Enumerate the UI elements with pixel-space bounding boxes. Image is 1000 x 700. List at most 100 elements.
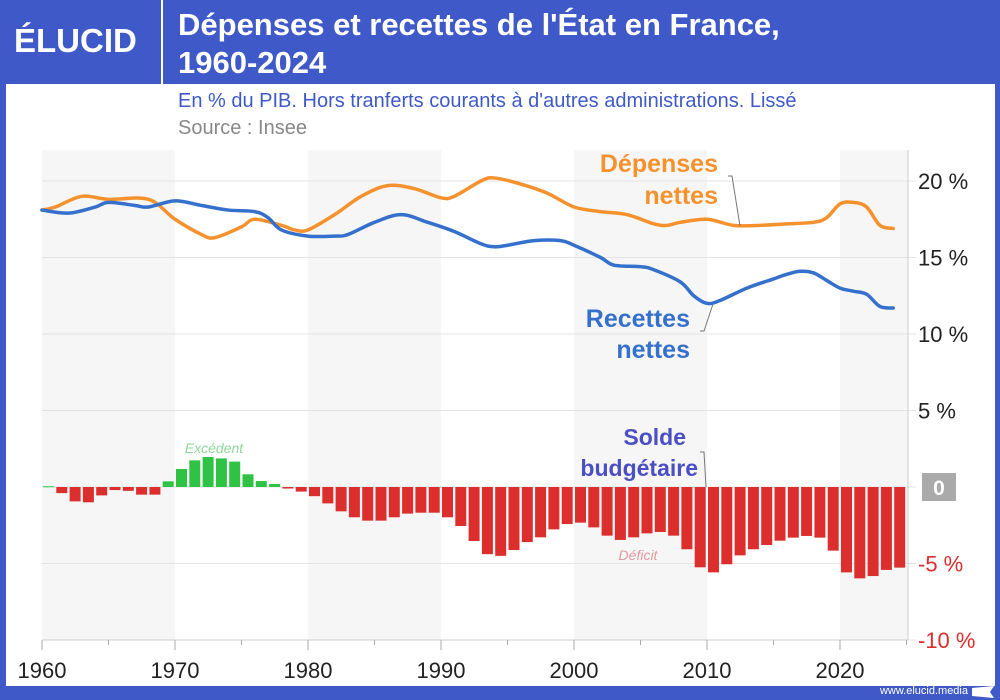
zero-label-box: [922, 473, 956, 501]
x-tick-label: 1980: [284, 658, 333, 683]
recettes-leader: [700, 303, 714, 332]
elucid-flag-icon: [972, 686, 994, 698]
solde-bar-2003: [614, 487, 626, 540]
solde-bar-1980: [309, 487, 320, 497]
solde-bar-1966: [122, 487, 134, 491]
solde-bar-2017: [801, 487, 813, 536]
solde-bar-1960: [43, 486, 54, 488]
x-tick-label: 1960: [18, 658, 67, 683]
y-tick-label: 20 %: [918, 169, 968, 194]
solde-bar-1985: [375, 487, 387, 521]
elucid-logo: ÉLUCID: [14, 22, 137, 59]
solde-bar-1983: [348, 487, 360, 518]
excedent-annotation: Excédent: [185, 440, 244, 456]
solde-bar-1977: [269, 483, 281, 487]
solde-bar-2022: [867, 487, 879, 577]
chart-source: Source : Insee: [178, 117, 307, 139]
solde-bar-1988: [415, 487, 427, 513]
solde-bar-1964: [96, 487, 108, 496]
solde-bar-2024: [894, 487, 906, 568]
solde-bar-2008: [681, 487, 693, 550]
x-tick-label: 2000: [550, 658, 599, 683]
header: ÉLUCID Dépenses et recettes de l'État en…: [0, 0, 1000, 84]
depenses-label-1: Dépenses: [600, 150, 718, 178]
x-tick-label: 2010: [683, 658, 732, 683]
solde-bar-1993: [481, 487, 493, 555]
solde-bar-1962: [69, 487, 81, 502]
solde-bar-1968: [149, 487, 161, 495]
x-tick-label: 2020: [816, 658, 865, 683]
decade-band: [308, 150, 441, 640]
solde-bar-1994: [495, 487, 507, 556]
header-divider: [161, 0, 163, 84]
solde-bar-1976: [255, 481, 267, 487]
solde-bar-2006: [654, 487, 666, 532]
solde-bar-1969: [162, 481, 174, 487]
solde-bar-1974: [229, 461, 241, 487]
solde-bar-1986: [388, 487, 400, 518]
solde-bar-1967: [136, 487, 148, 495]
title-line-2: 1960-2024: [178, 45, 327, 80]
y-tick-label: 5 %: [918, 399, 956, 424]
solde-bar-1987: [402, 487, 414, 514]
decade-band: [574, 150, 707, 640]
depenses-leader: [728, 175, 741, 227]
solde-bar-2005: [641, 487, 653, 534]
solde-bar-1982: [335, 487, 347, 512]
solde-bar-1990: [442, 487, 453, 518]
solde-bar-2012: [734, 487, 746, 556]
x-tick-label: 1990: [417, 658, 466, 683]
solde-bar-1973: [215, 458, 227, 487]
solde-bar-2010: [708, 487, 719, 573]
solde-bar-1991: [455, 487, 467, 527]
recettes-line: [40, 199, 895, 310]
solde-label-2: budgétaire: [580, 455, 698, 481]
solde-bar-2002: [601, 487, 613, 536]
solde-bar-1999: [561, 487, 573, 525]
chart-subtitle: En % du PIB. Hors tranferts courants à d…: [178, 90, 797, 112]
solde-bar-1965: [109, 487, 121, 491]
solde-bar-1997: [535, 487, 547, 538]
solde-bar-2004: [628, 487, 640, 538]
solde-bar-1989: [428, 487, 440, 513]
solde-bar-1992: [468, 487, 480, 542]
y-tick-label: -5 %: [918, 552, 963, 577]
solde-bar-1970: [176, 468, 187, 487]
depenses-line: [40, 176, 895, 240]
solde-bar-1979: [295, 487, 307, 492]
solde-bar-1998: [548, 487, 560, 530]
recettes-label-1: Recettes: [586, 305, 690, 333]
y-tick-label: 0: [933, 477, 945, 500]
solde-bar-2001: [588, 487, 600, 528]
solde-label-1: Solde: [623, 424, 686, 450]
y-tick-label: -10 %: [918, 628, 975, 653]
solde-bar-2018: [814, 487, 826, 538]
solde-bar-1971: [189, 460, 201, 487]
footer-url[interactable]: www.elucid.media: [879, 685, 968, 697]
solde-bar-2016: [787, 487, 799, 538]
solde-bar-2015: [774, 487, 786, 541]
solde-bar-1981: [322, 487, 334, 504]
title-line-1: Dépenses et recettes de l'État en France…: [178, 7, 780, 42]
solde-bar-2013: [747, 487, 759, 550]
deficit-annotation: Déficit: [619, 547, 659, 563]
solde-bar-2007: [668, 487, 680, 536]
solde-bar-2019: [827, 487, 839, 551]
solde-bar-2009: [694, 487, 706, 568]
decade-band: [42, 150, 175, 640]
recettes-label-2: nettes: [616, 336, 690, 364]
x-tick-label: 1970: [151, 658, 200, 683]
solde-bar-1984: [362, 487, 374, 521]
solde-bar-1963: [82, 487, 94, 503]
y-tick-label: 15 %: [918, 246, 968, 271]
solde-bar-1972: [202, 457, 214, 487]
depenses-label-2: nettes: [644, 182, 718, 210]
solde-bar-1978: [282, 487, 294, 489]
solde-bar-2000: [575, 487, 586, 523]
solde-leader: [700, 451, 707, 488]
solde-bar-2021: [854, 487, 866, 579]
solde-bar-1961: [56, 487, 68, 494]
solde-bar-2020: [841, 487, 852, 573]
solde-bar-1975: [242, 474, 254, 487]
